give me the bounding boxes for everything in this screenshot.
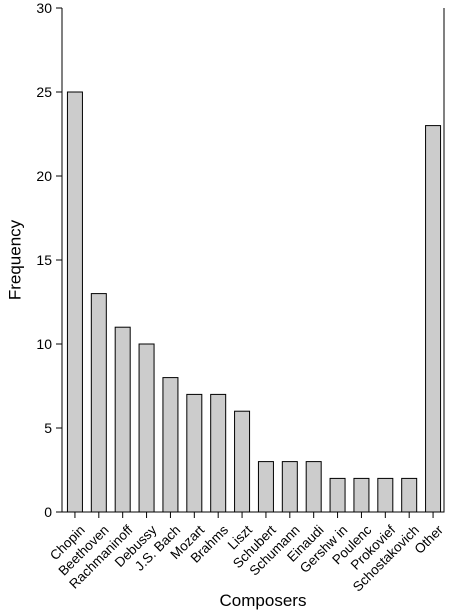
y-tick-label: 10 <box>36 336 52 352</box>
bar-mozart <box>186 393 203 513</box>
y-tick-label: 0 <box>44 504 52 520</box>
bar-other <box>425 125 442 513</box>
y-tick-label: 25 <box>36 84 52 100</box>
bar-gershw-in <box>329 477 346 513</box>
bar-prokovief <box>377 477 394 513</box>
bar-debussy <box>138 343 155 513</box>
x-category-label: Other <box>411 522 446 557</box>
bar-schumann <box>281 461 298 513</box>
bar-chopin <box>66 91 83 513</box>
bars-layer <box>66 91 442 513</box>
bar-einaudi <box>305 461 322 513</box>
bar-j-s-bach <box>162 377 179 513</box>
bar-beethoven <box>90 293 107 513</box>
y-tick-label: 20 <box>36 168 52 184</box>
x-axis-title: Composers <box>220 591 307 610</box>
bar-schostakovich <box>401 477 418 513</box>
bar-poulenc <box>353 477 370 513</box>
y-ticks-layer: 0 5 10 15 20 25 30 <box>36 0 62 520</box>
y-axis-title: Frequency <box>5 219 24 300</box>
y-tick-label: 15 <box>36 252 52 268</box>
y-tick-label: 5 <box>44 420 52 436</box>
bar-brahms <box>210 393 227 513</box>
bar-rachmaninoff <box>114 326 131 513</box>
bar-liszt <box>234 410 251 513</box>
bar-schubert <box>257 461 274 513</box>
y-tick-label: 30 <box>36 0 52 16</box>
